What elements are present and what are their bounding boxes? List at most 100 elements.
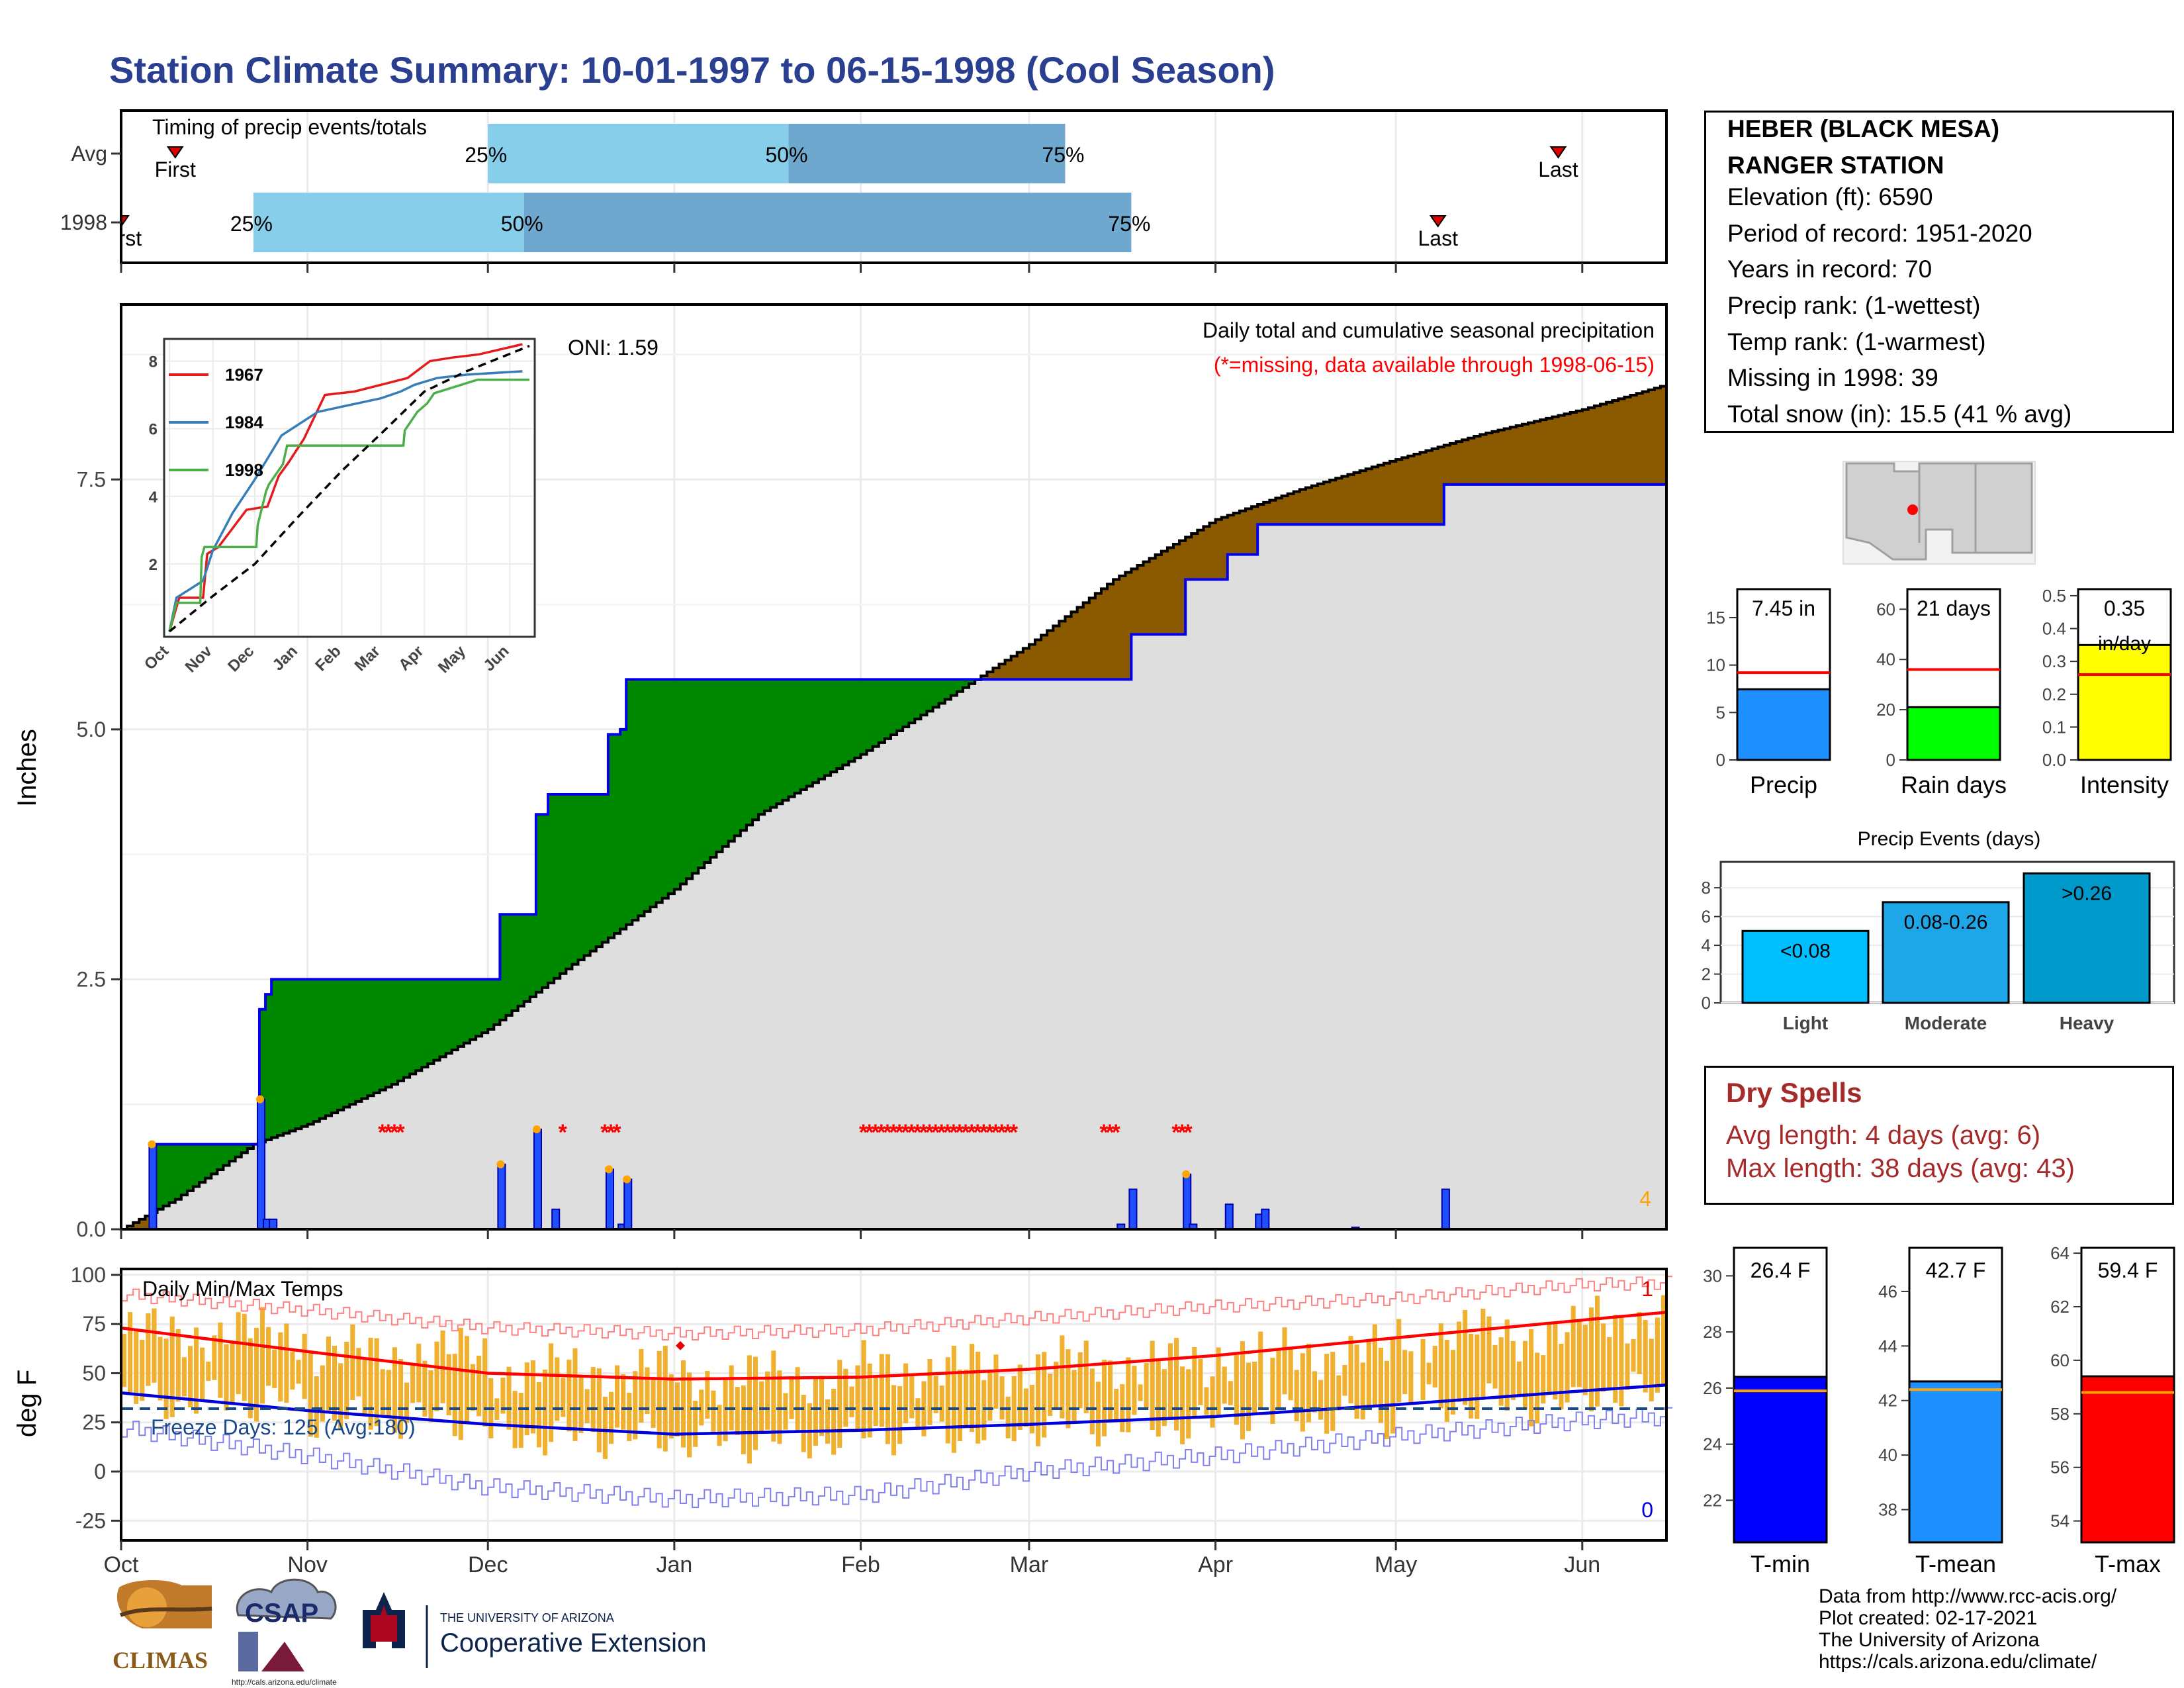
daily-temp-bar xyxy=(1601,1323,1606,1392)
daily-precip-bar xyxy=(623,1178,633,1230)
daily-temp-bar xyxy=(639,1348,644,1423)
daily-temp-bar xyxy=(350,1324,355,1401)
daily-temp-bar xyxy=(1613,1315,1618,1403)
precip-above-average-fill xyxy=(572,794,579,964)
daily-temp-bar xyxy=(1529,1329,1534,1427)
missing-day-marker: * xyxy=(979,1120,989,1145)
tmin-summary-bar xyxy=(1733,1376,1828,1544)
daily-temp-bar xyxy=(951,1346,956,1453)
daily-temp-bar xyxy=(1570,1305,1576,1387)
precip-below-average-fill xyxy=(1510,427,1517,485)
precip-events-chart: 0 2 4 6 8 <0.08 Light 0.08-0.26 Moderate >0.26 Hea… xyxy=(1702,861,2175,1033)
daily-temp-bar xyxy=(332,1346,338,1421)
dry-spells-max-length: Max length: 38 days (avg: 43) xyxy=(1726,1154,2075,1183)
record-high-marker xyxy=(675,1340,685,1350)
timing-panel-label: Timing of precip events/totals xyxy=(152,115,427,139)
missing-day-marker: * xyxy=(967,1120,976,1145)
precip-above-average-fill xyxy=(734,679,741,836)
daily-precip-bar xyxy=(1128,1188,1138,1231)
precip-below-average-fill xyxy=(1347,474,1355,525)
daily-temp-bar xyxy=(1607,1336,1612,1391)
precip-above-average-fill xyxy=(535,814,543,992)
precip-above-average-fill xyxy=(812,679,819,783)
precip-below-average-fill xyxy=(1449,443,1457,485)
precip-above-average-fill xyxy=(367,979,375,1096)
missing-day-marker: * xyxy=(1009,1120,1019,1145)
precip-above-average-fill xyxy=(776,679,784,804)
precip-above-average-fill xyxy=(211,1144,218,1174)
precip-above-average-fill xyxy=(361,979,369,1099)
temp-ytick-label: 100 xyxy=(71,1263,106,1287)
daily-temp-bar xyxy=(1114,1388,1119,1421)
daily-temp-bar xyxy=(561,1378,566,1417)
precip-above-average-fill xyxy=(181,1144,188,1196)
daily-temp-bar xyxy=(1559,1344,1564,1410)
daily-temp-bar xyxy=(1516,1361,1522,1395)
daily-temp-bar xyxy=(1625,1343,1630,1390)
tmean-summary-ytick-label: 40 xyxy=(1878,1445,1897,1465)
daily-temp-bar xyxy=(945,1357,950,1444)
timing-bar-50-75-1998 xyxy=(523,193,1132,252)
tmax-summary-ytick-label: 64 xyxy=(2050,1243,2070,1263)
daily-temp-bar xyxy=(380,1369,385,1415)
daily-temp-bar xyxy=(771,1350,776,1442)
precip-ytick-label: 7.5 xyxy=(77,467,106,491)
tmax-summary-ytick-label: 62 xyxy=(2050,1297,2070,1317)
precip-below-average-fill xyxy=(1456,442,1463,485)
precip-below-average-fill xyxy=(1227,515,1234,555)
daily-temp-bar xyxy=(590,1367,596,1432)
daily-temp-bar xyxy=(1161,1369,1167,1427)
precip-below-average-fill xyxy=(1648,389,1655,485)
precip-below-average-fill xyxy=(1528,422,1535,485)
daily-precip-bar xyxy=(497,1163,506,1230)
precip-above-average-fill xyxy=(523,914,531,1002)
daily-temp-bar xyxy=(633,1371,638,1440)
daily-temp-bar xyxy=(224,1344,229,1411)
timing-marker-first-Avg xyxy=(166,146,184,159)
climas-logo: CLIMAS xyxy=(113,1580,212,1673)
daily-temp-bar xyxy=(163,1338,169,1419)
daily-temp-bar xyxy=(1060,1335,1065,1419)
daily-temp-bar xyxy=(1216,1347,1221,1417)
tmax-summary-ytick-label: 58 xyxy=(2050,1404,2070,1424)
daily-temp-bar xyxy=(1132,1366,1137,1415)
daily-temp-bar xyxy=(1643,1320,1648,1393)
daily-temp-bar xyxy=(1619,1315,1624,1407)
daily-temp-bar xyxy=(212,1335,217,1380)
daily-temp-bar xyxy=(368,1337,373,1430)
precip-above-average-fill xyxy=(488,979,494,1029)
tmin-summary-label: T-min xyxy=(1751,1550,1810,1577)
daily-temp-bar xyxy=(993,1354,999,1409)
daily-temp-bar xyxy=(885,1354,890,1444)
precip-below-average-fill xyxy=(1612,400,1619,485)
precip-below-average-fill xyxy=(1570,412,1577,485)
daily-temp-bar xyxy=(1077,1352,1083,1409)
events-ytick-label: 0 xyxy=(1702,993,1711,1013)
daily-temp-bar xyxy=(1457,1321,1462,1402)
precip-ytick-label: 2.5 xyxy=(77,967,106,991)
daily-temp-bar xyxy=(1565,1332,1570,1403)
daily-temp-bar xyxy=(1210,1376,1215,1428)
daily-temp-bar xyxy=(1342,1365,1347,1396)
daily-temp-bar xyxy=(1655,1317,1660,1393)
daily-precip-bar xyxy=(256,1098,266,1231)
daily-temp-bar xyxy=(693,1400,698,1447)
precip-above-average-fill xyxy=(903,679,909,727)
daily-temp-bar xyxy=(1661,1295,1666,1385)
rain_days-summary-value: 21 days xyxy=(1917,596,1991,620)
daily-temp-bar xyxy=(1306,1343,1311,1423)
inset-ytick-label: 2 xyxy=(149,556,158,574)
daily-temp-bar xyxy=(867,1363,872,1438)
daily-temp-bar xyxy=(302,1333,307,1399)
daily-temp-bar xyxy=(169,1316,175,1417)
precip-above-average-fill xyxy=(283,979,290,1133)
daily-temp-bar xyxy=(1252,1362,1257,1413)
timing-label-25-1998: 25% xyxy=(230,212,273,236)
precip-below-average-fill xyxy=(1197,530,1205,580)
tmin-summary-value: 26.4 F xyxy=(1751,1258,1811,1282)
precip-above-average-fill xyxy=(373,979,381,1093)
precip-below-average-fill xyxy=(1203,526,1210,580)
missing-day-marker: * xyxy=(1112,1120,1121,1145)
daily-temp-bar xyxy=(1300,1353,1305,1432)
precip-above-average-fill xyxy=(506,914,513,1015)
